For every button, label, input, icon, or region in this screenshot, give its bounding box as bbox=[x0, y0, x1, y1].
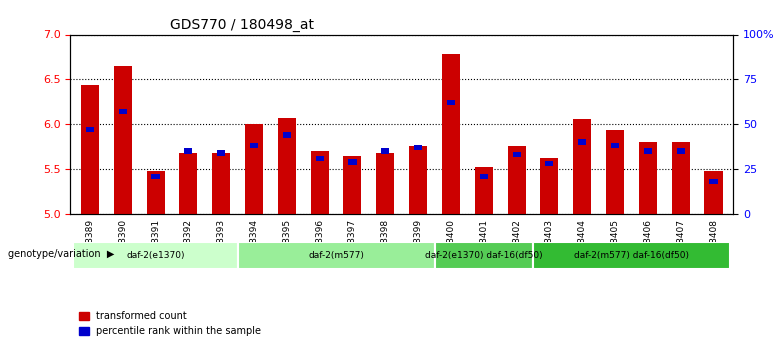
Text: GDS770 / 180498_at: GDS770 / 180498_at bbox=[169, 18, 314, 32]
Bar bbox=[316, 156, 324, 161]
Text: daf-2(e1370) daf-16(df50): daf-2(e1370) daf-16(df50) bbox=[425, 251, 543, 260]
Bar bbox=[611, 143, 619, 148]
Bar bbox=[442, 54, 460, 214]
Bar bbox=[179, 153, 197, 214]
Bar bbox=[245, 124, 263, 214]
Bar bbox=[238, 241, 434, 269]
Bar bbox=[278, 118, 296, 214]
Bar bbox=[86, 127, 94, 132]
Bar bbox=[704, 171, 722, 214]
Bar bbox=[533, 241, 730, 269]
Bar bbox=[151, 174, 160, 179]
Text: daf-2(m577): daf-2(m577) bbox=[308, 251, 364, 260]
Bar bbox=[578, 139, 587, 145]
Legend: transformed count, percentile rank within the sample: transformed count, percentile rank withi… bbox=[75, 307, 265, 340]
Bar bbox=[81, 85, 99, 214]
Bar bbox=[541, 158, 558, 214]
Bar bbox=[508, 146, 526, 214]
Bar bbox=[283, 132, 291, 138]
Bar bbox=[710, 179, 718, 184]
Bar bbox=[639, 142, 657, 214]
Bar bbox=[676, 148, 685, 154]
Bar bbox=[512, 152, 520, 157]
Bar bbox=[480, 174, 488, 179]
Bar bbox=[73, 241, 238, 269]
Bar bbox=[414, 145, 422, 150]
Bar bbox=[250, 143, 258, 148]
Bar bbox=[447, 100, 455, 105]
Text: genotype/variation  ▶: genotype/variation ▶ bbox=[8, 249, 114, 258]
Bar bbox=[147, 171, 165, 214]
Bar bbox=[349, 159, 356, 165]
Bar bbox=[545, 161, 554, 166]
Bar bbox=[644, 148, 652, 154]
Bar bbox=[184, 148, 193, 154]
Bar bbox=[376, 153, 395, 214]
Bar bbox=[409, 146, 427, 214]
Bar bbox=[310, 151, 328, 214]
Bar bbox=[606, 130, 624, 214]
Bar bbox=[119, 109, 127, 114]
Bar bbox=[217, 150, 225, 156]
Text: daf-2(m577) daf-16(df50): daf-2(m577) daf-16(df50) bbox=[574, 251, 689, 260]
Bar bbox=[343, 157, 361, 214]
Bar bbox=[212, 153, 230, 214]
Bar bbox=[672, 142, 690, 214]
Bar bbox=[434, 241, 533, 269]
Bar bbox=[114, 66, 132, 214]
Bar bbox=[573, 119, 591, 214]
Bar bbox=[475, 167, 493, 214]
Bar bbox=[381, 148, 389, 154]
Text: daf-2(e1370): daf-2(e1370) bbox=[126, 251, 185, 260]
